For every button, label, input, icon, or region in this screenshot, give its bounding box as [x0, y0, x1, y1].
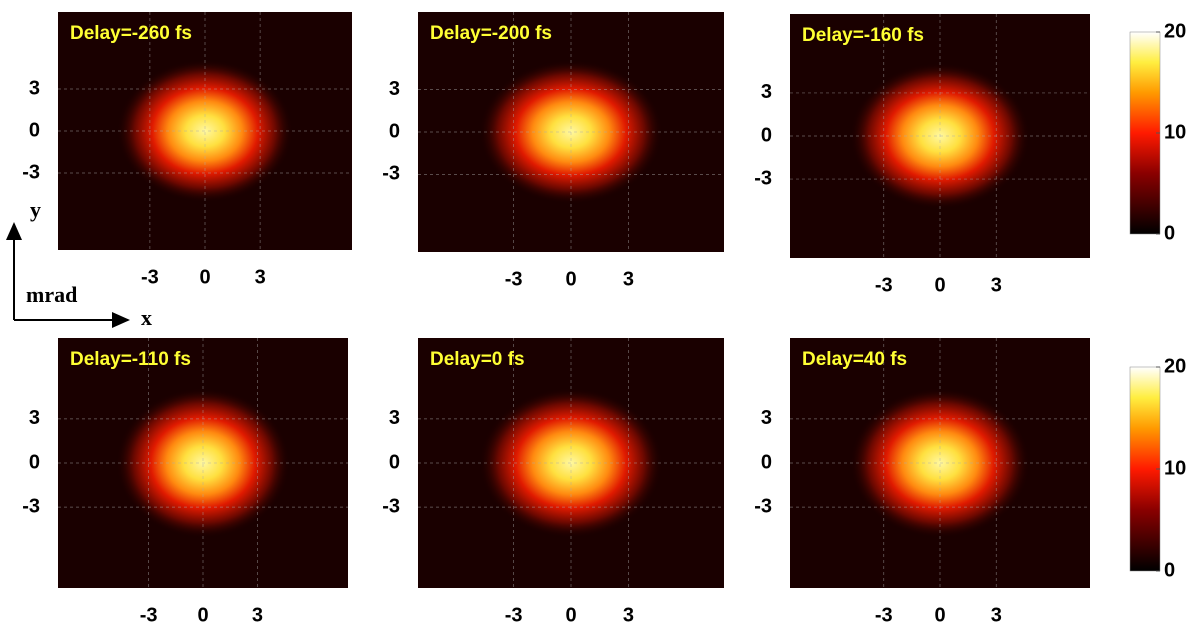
y-tick-label: 3	[389, 407, 400, 429]
x-tick-label: -3	[505, 604, 523, 626]
colorbar-tick-label: 0	[1164, 559, 1175, 581]
x-tick-label: 3	[252, 604, 263, 626]
colorbar	[1129, 366, 1161, 572]
colorbar-tick-label: 10	[1164, 457, 1186, 479]
colorbar-tick-label: 10	[1164, 121, 1186, 143]
x-tick-label: 0	[934, 604, 945, 626]
x-tick-label: 0	[565, 268, 576, 290]
x-tick-label: 0	[197, 604, 208, 626]
x-tick-label: 0	[934, 274, 945, 296]
y-tick-label: -3	[754, 495, 772, 517]
x-tick-label: 0	[199, 266, 210, 288]
y-tick-label: -3	[382, 495, 400, 517]
y-tick-label: 0	[761, 451, 772, 473]
panel-title: Delay=-110 fs	[70, 349, 191, 370]
y-tick-label: 3	[761, 81, 772, 103]
y-tick-label: -3	[22, 161, 40, 183]
y-tick-label: 0	[761, 124, 772, 146]
x-tick-label: -3	[140, 604, 158, 626]
y-axis-label: y	[30, 197, 41, 222]
x-tick-label: -3	[141, 266, 159, 288]
panel-title: Delay=0 fs	[430, 349, 525, 370]
y-tick-label: 3	[761, 407, 772, 429]
x-tick-label: 3	[623, 604, 634, 626]
x-tick-label: 3	[255, 266, 266, 288]
y-tick-label: 0	[29, 451, 40, 473]
x-tick-label: -3	[505, 268, 523, 290]
y-tick-label: 0	[29, 119, 40, 141]
y-tick-label: 0	[389, 120, 400, 142]
y-tick-label: -3	[22, 495, 40, 517]
y-tick-label: 3	[29, 77, 40, 99]
panel-title: Delay=40 fs	[802, 349, 907, 370]
y-tick-label: 0	[389, 451, 400, 473]
colorbar	[1129, 31, 1161, 235]
y-tick-label: -3	[754, 167, 772, 189]
x-tick-label: 3	[991, 274, 1002, 296]
y-tick-label: 3	[29, 407, 40, 429]
x-tick-label: -3	[875, 604, 893, 626]
x-tick-label: -3	[875, 274, 893, 296]
x-tick-label: 3	[623, 268, 634, 290]
colorbar-tick-label: 20	[1164, 355, 1186, 377]
colorbar-tick-label: 20	[1164, 20, 1186, 42]
panel-title: Delay=-160 fs	[802, 25, 924, 46]
panel-title: Delay=-260 fs	[70, 23, 192, 44]
unit-label: mrad	[26, 282, 77, 307]
y-tick-label: 3	[389, 78, 400, 100]
panel-title: Delay=-200 fs	[430, 23, 552, 44]
x-tick-label: 3	[991, 604, 1002, 626]
x-axis-label: x	[141, 305, 152, 330]
y-tick-label: -3	[382, 163, 400, 185]
colorbar-tick-label: 0	[1164, 222, 1175, 244]
x-tick-label: 0	[565, 604, 576, 626]
